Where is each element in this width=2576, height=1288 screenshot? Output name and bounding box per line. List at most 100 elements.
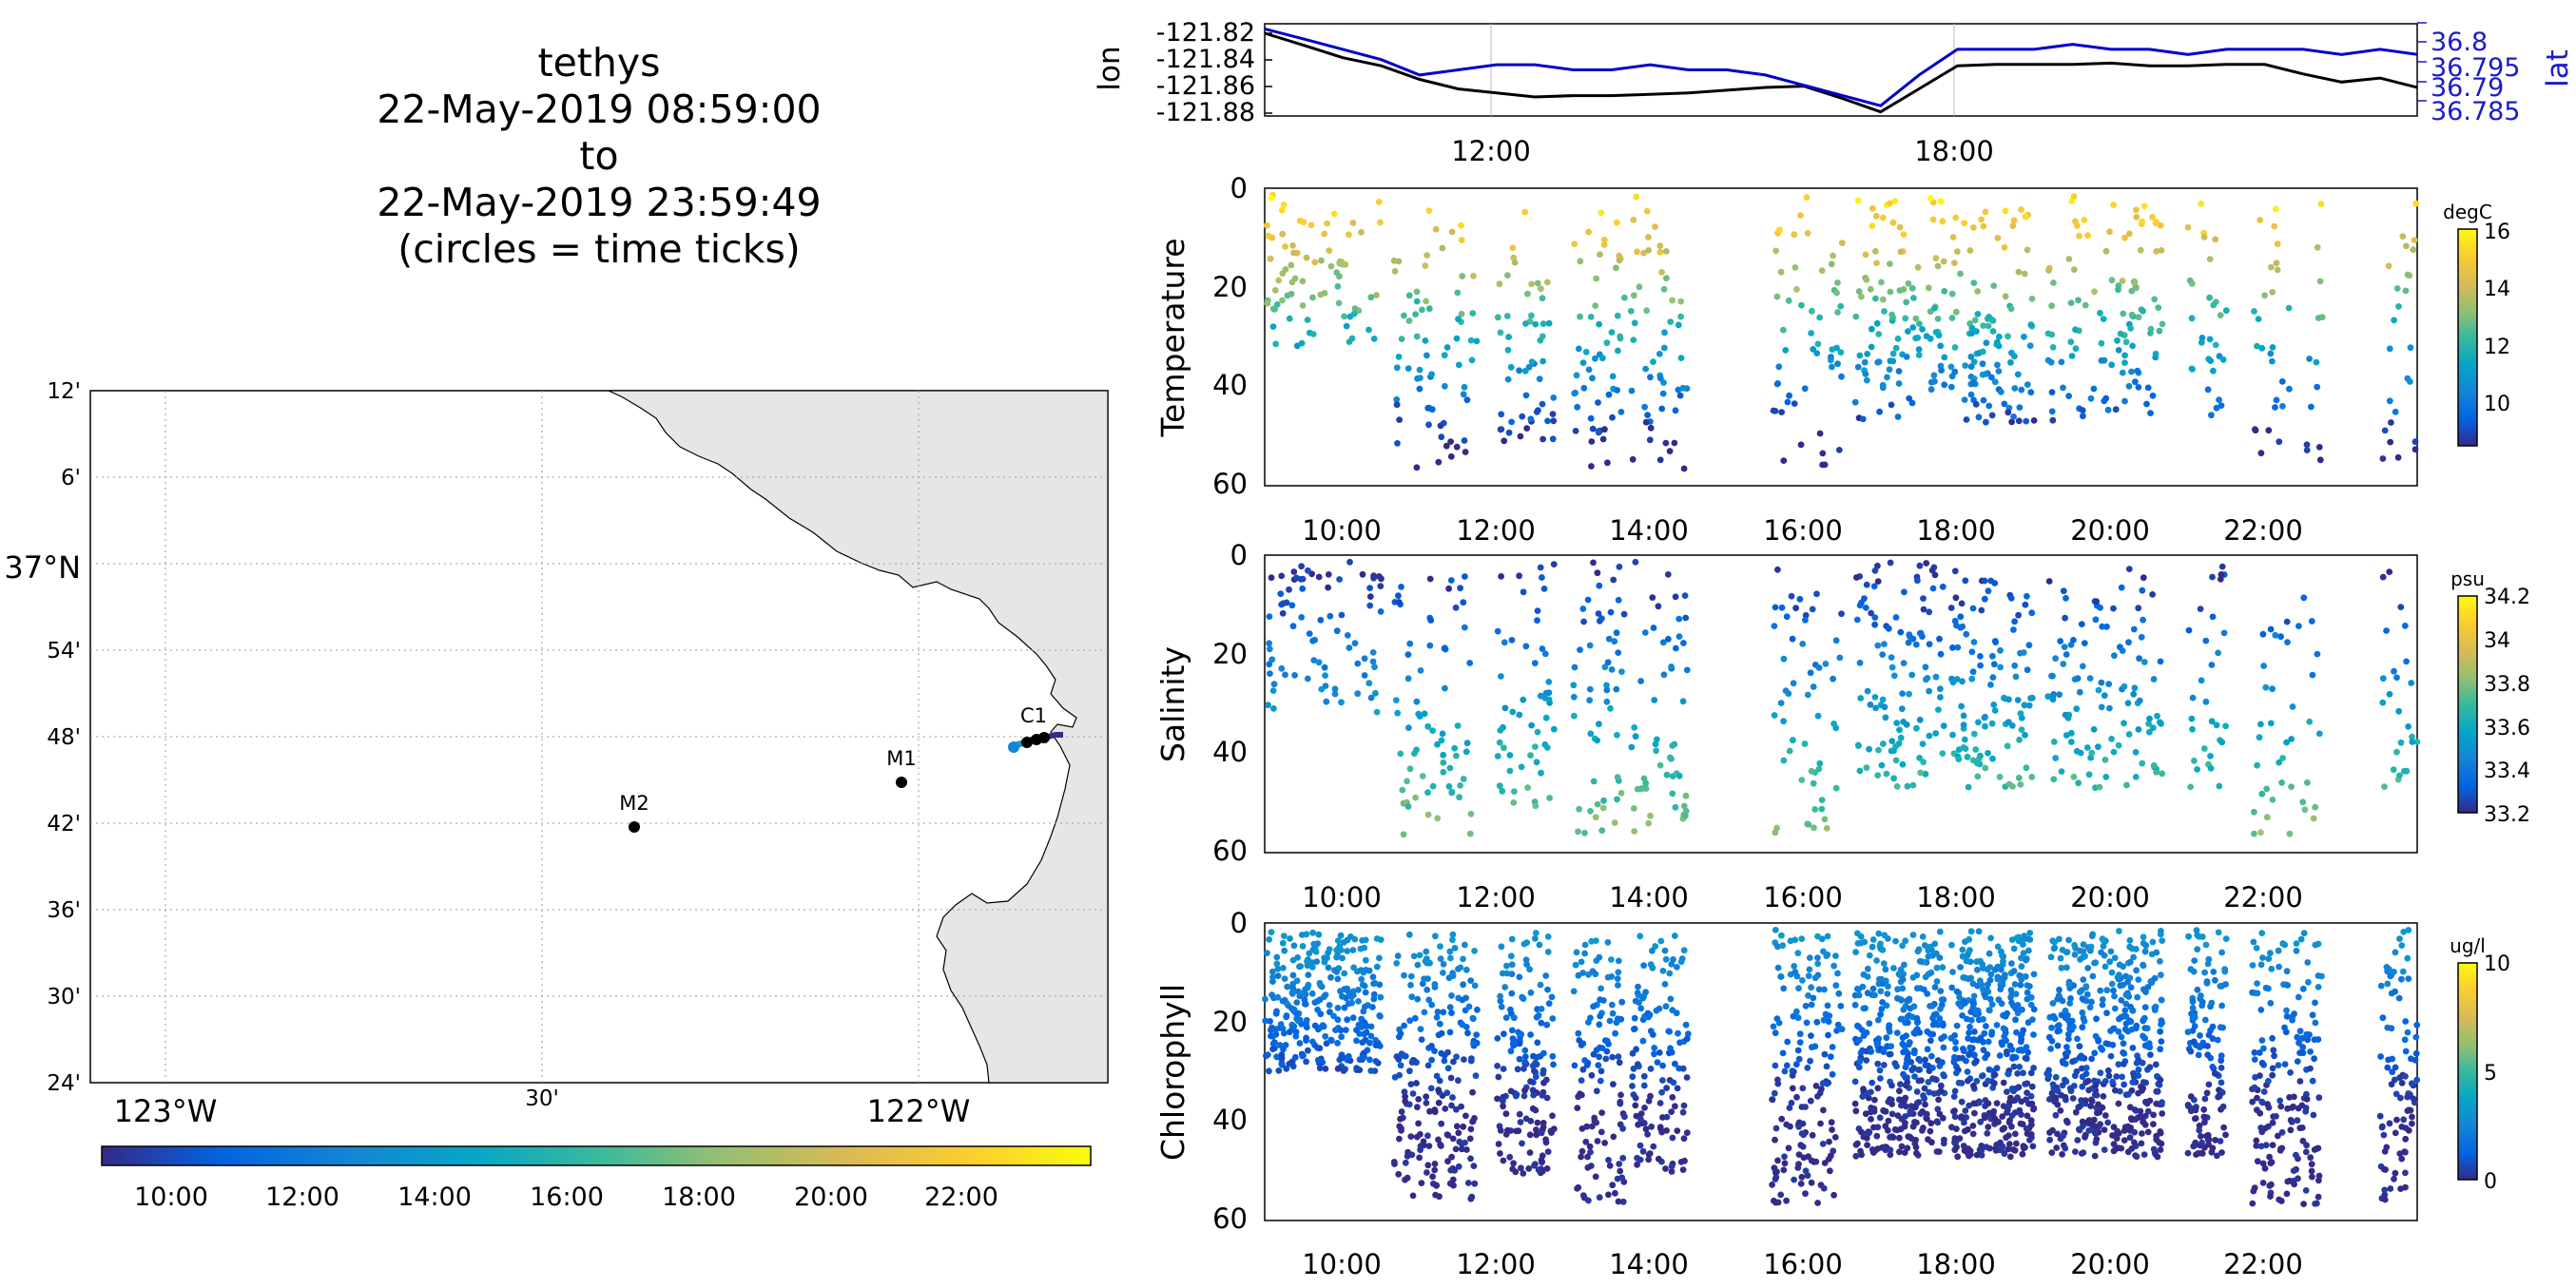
data-point	[1791, 400, 1798, 407]
data-point	[1447, 1074, 1455, 1082]
data-point	[1894, 1112, 1902, 1119]
data-point	[1572, 389, 1579, 396]
data-point	[1307, 221, 1315, 229]
data-point	[2001, 1150, 2008, 1158]
data-point	[1855, 742, 1862, 749]
data-point	[2397, 604, 2405, 610]
data-point	[1978, 981, 1985, 989]
data-point	[1888, 401, 1895, 409]
data-point	[1632, 558, 1639, 566]
data-point	[1327, 612, 1334, 620]
data-point	[1290, 249, 1297, 257]
data-point	[1423, 1093, 1430, 1101]
data-point	[1956, 1135, 1964, 1143]
data-point	[1534, 617, 1540, 625]
data-point	[2059, 1151, 2066, 1158]
data-point	[1661, 329, 1668, 336]
data-point	[2256, 1072, 2263, 1079]
data-point	[1390, 1159, 1398, 1165]
data-point	[1808, 1032, 1814, 1039]
data-point	[1270, 681, 1278, 688]
data-point	[1682, 792, 1690, 799]
data-point	[1282, 243, 1288, 250]
data-point	[1454, 289, 1462, 297]
data-point	[1462, 966, 1470, 973]
data-point	[2121, 234, 2128, 241]
data-point	[1970, 1100, 1978, 1107]
data-point	[2210, 301, 2218, 309]
data-point	[1341, 313, 1347, 320]
data-point	[1821, 986, 1828, 993]
data-point	[1951, 1107, 1958, 1114]
data-point	[1365, 326, 1372, 334]
data-point	[1269, 968, 1276, 975]
data-point	[1666, 970, 1674, 977]
data-point	[1967, 354, 1975, 360]
data-point	[1970, 224, 1977, 231]
data-point	[1805, 821, 1812, 828]
data-point	[1462, 748, 1470, 756]
data-point	[1393, 401, 1401, 409]
data-point	[1642, 1125, 1650, 1133]
data-point	[1995, 368, 2003, 375]
data-point	[1441, 1051, 1448, 1059]
data-point	[1579, 359, 1587, 366]
data-point	[1373, 708, 1381, 716]
data-point	[2379, 1014, 2387, 1022]
data-point	[1886, 366, 1893, 374]
data-point	[2277, 1145, 2284, 1152]
data-point	[2001, 694, 2007, 702]
data-point	[1508, 961, 1516, 969]
data-point	[1663, 1085, 1670, 1091]
data-point	[1632, 733, 1639, 740]
data-point	[1941, 288, 1948, 295]
data-point	[1642, 418, 1650, 426]
data-point	[1616, 252, 1623, 260]
data-point	[2141, 1112, 2149, 1120]
data-point	[2376, 1112, 2384, 1120]
data-point	[1820, 1184, 1828, 1192]
temperature-units: degC	[2443, 201, 2492, 223]
data-point	[1637, 1005, 1645, 1012]
data-point	[1462, 1139, 1468, 1146]
data-point	[2115, 1129, 2122, 1137]
data-point	[2158, 971, 2164, 979]
data-point	[1549, 435, 1557, 443]
data-point	[1961, 1119, 1967, 1126]
data-point	[1771, 1197, 1777, 1204]
time-tick-label: 20:00	[2070, 881, 2150, 913]
data-point	[1290, 1006, 1298, 1013]
data-point	[1446, 764, 1454, 772]
data-point	[1838, 240, 1846, 247]
data-point	[2062, 614, 2069, 622]
data-point	[1937, 650, 1945, 658]
data-point	[2308, 618, 2315, 625]
data-point	[2048, 672, 2055, 680]
data-point	[1417, 667, 1424, 674]
data-point	[1679, 698, 1687, 705]
data-point	[1894, 413, 1902, 420]
data-point	[1970, 358, 1978, 366]
data-point	[1330, 210, 1338, 218]
data-point	[1994, 361, 2001, 369]
data-point	[1598, 1067, 1605, 1075]
data-point	[1303, 1058, 1309, 1066]
data-point	[1900, 1048, 1907, 1056]
data-point	[1663, 771, 1671, 779]
data-point	[1821, 1050, 1829, 1058]
data-point	[2115, 347, 2122, 354]
data-point	[1888, 663, 1896, 671]
data-point	[1362, 936, 1369, 944]
data-point	[1991, 1071, 1999, 1078]
data-point	[1659, 1077, 1666, 1084]
data-point	[1541, 650, 1549, 658]
data-point	[1394, 952, 1402, 959]
data-point	[1962, 999, 1968, 1007]
data-point	[1528, 312, 1535, 319]
data-point	[1988, 1030, 1995, 1038]
data-point	[1916, 755, 1923, 761]
data-point	[2256, 217, 2264, 223]
data-point	[1886, 1028, 1893, 1035]
depth-tick-label: 0	[1230, 907, 1248, 939]
data-point	[2127, 984, 2135, 991]
